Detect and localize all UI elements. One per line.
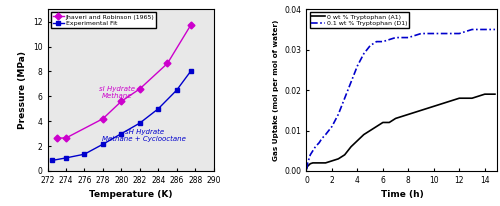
0 wt % Tryptophan (A1) (469, 97, 475, 99)
0 wt % Tryptophan (A1) (418, 109, 424, 112)
0.1 wt % Tryptophan (D1) (304, 162, 310, 164)
0 wt % Tryptophan (A1) (431, 105, 437, 108)
0 wt % Tryptophan (A1) (444, 101, 450, 103)
X-axis label: Time (h): Time (h) (380, 190, 424, 199)
0.1 wt % Tryptophan (D1) (406, 36, 411, 39)
Experimental Fit (137, 122, 143, 124)
Line: Jhaveri and Robinson (1965): Jhaveri and Robinson (1965) (54, 23, 193, 140)
Experimental Fit (155, 108, 161, 110)
Experimental Fit (118, 132, 124, 135)
0 wt % Tryptophan (A1) (406, 113, 411, 116)
0.1 wt % Tryptophan (D1) (469, 28, 475, 31)
0 wt % Tryptophan (A1) (304, 166, 310, 168)
Experimental Fit (100, 143, 106, 145)
0.1 wt % Tryptophan (D1) (306, 158, 312, 160)
Jhaveri and Robinson (1965) (164, 62, 170, 65)
0.1 wt % Tryptophan (D1) (316, 142, 322, 144)
0 wt % Tryptophan (A1) (380, 121, 386, 124)
Line: Experimental Fit: Experimental Fit (50, 69, 193, 163)
Jhaveri and Robinson (1965) (188, 24, 194, 27)
Jhaveri and Robinson (1965) (100, 117, 106, 120)
0.1 wt % Tryptophan (D1) (304, 168, 310, 170)
X-axis label: Temperature (K): Temperature (K) (89, 190, 172, 199)
0 wt % Tryptophan (A1) (312, 162, 318, 164)
0.1 wt % Tryptophan (D1) (431, 32, 437, 35)
Text: sI Hydrate
Methane: sI Hydrate Methane (98, 86, 134, 99)
0.1 wt % Tryptophan (D1) (456, 32, 462, 35)
0.1 wt % Tryptophan (D1) (374, 40, 380, 43)
Text: sH Hydrate
Methane + Cyclooctane: sH Hydrate Methane + Cyclooctane (102, 129, 186, 142)
0 wt % Tryptophan (A1) (361, 133, 367, 136)
0 wt % Tryptophan (A1) (456, 97, 462, 99)
0.1 wt % Tryptophan (D1) (322, 133, 328, 136)
Experimental Fit (174, 89, 180, 91)
0.1 wt % Tryptophan (D1) (482, 28, 488, 31)
0 wt % Tryptophan (A1) (322, 162, 328, 164)
0 wt % Tryptophan (A1) (316, 162, 322, 164)
Line: 0.1 wt % Tryptophan (D1): 0.1 wt % Tryptophan (D1) (306, 29, 495, 169)
0.1 wt % Tryptophan (D1) (361, 53, 367, 55)
Y-axis label: Pressure (MPa): Pressure (MPa) (18, 51, 28, 129)
Experimental Fit (188, 70, 194, 73)
0 wt % Tryptophan (A1) (492, 93, 498, 95)
0 wt % Tryptophan (A1) (392, 117, 398, 120)
0 wt % Tryptophan (A1) (354, 139, 360, 142)
Legend: 0 wt % Tryptophan (A1), 0.1 wt % Tryptophan (D1): 0 wt % Tryptophan (A1), 0.1 wt % Tryptop… (310, 12, 410, 28)
Jhaveri and Robinson (1965) (54, 137, 60, 139)
0 wt % Tryptophan (A1) (304, 168, 310, 170)
0 wt % Tryptophan (A1) (482, 93, 488, 95)
0.1 wt % Tryptophan (D1) (312, 145, 318, 148)
0.1 wt % Tryptophan (D1) (310, 150, 316, 152)
0.1 wt % Tryptophan (D1) (319, 137, 325, 140)
0.1 wt % Tryptophan (D1) (308, 154, 314, 156)
0.1 wt % Tryptophan (D1) (342, 97, 347, 99)
0.1 wt % Tryptophan (D1) (348, 81, 354, 83)
0 wt % Tryptophan (A1) (310, 162, 316, 164)
0 wt % Tryptophan (A1) (329, 160, 335, 162)
0 wt % Tryptophan (A1) (348, 145, 354, 148)
0 wt % Tryptophan (A1) (304, 165, 310, 167)
0 wt % Tryptophan (A1) (306, 164, 312, 166)
0.1 wt % Tryptophan (D1) (336, 113, 342, 116)
0 wt % Tryptophan (A1) (336, 158, 342, 160)
Jhaveri and Robinson (1965) (118, 100, 124, 103)
0.1 wt % Tryptophan (D1) (354, 65, 360, 67)
Legend: Jhaveri and Robinson (1965), Experimental Fit: Jhaveri and Robinson (1965), Experimenta… (50, 12, 156, 28)
Experimental Fit (49, 159, 55, 162)
0.1 wt % Tryptophan (D1) (380, 40, 386, 43)
0.1 wt % Tryptophan (D1) (444, 32, 450, 35)
0.1 wt % Tryptophan (D1) (304, 166, 310, 168)
Experimental Fit (82, 153, 87, 155)
Jhaveri and Robinson (1965) (63, 137, 69, 139)
0.1 wt % Tryptophan (D1) (392, 36, 398, 39)
Jhaveri and Robinson (1965) (137, 88, 143, 90)
0.1 wt % Tryptophan (D1) (367, 44, 373, 47)
Y-axis label: Gas Uptake (mol per mol of water): Gas Uptake (mol per mol of water) (273, 19, 279, 161)
0.1 wt % Tryptophan (D1) (418, 32, 424, 35)
0 wt % Tryptophan (A1) (308, 163, 314, 165)
0 wt % Tryptophan (A1) (342, 154, 347, 156)
Experimental Fit (63, 157, 69, 159)
0 wt % Tryptophan (A1) (374, 125, 380, 128)
0 wt % Tryptophan (A1) (367, 129, 373, 132)
Line: 0 wt % Tryptophan (A1): 0 wt % Tryptophan (A1) (306, 94, 495, 169)
0.1 wt % Tryptophan (D1) (329, 125, 335, 128)
0.1 wt % Tryptophan (D1) (492, 28, 498, 31)
0 wt % Tryptophan (A1) (386, 121, 392, 124)
